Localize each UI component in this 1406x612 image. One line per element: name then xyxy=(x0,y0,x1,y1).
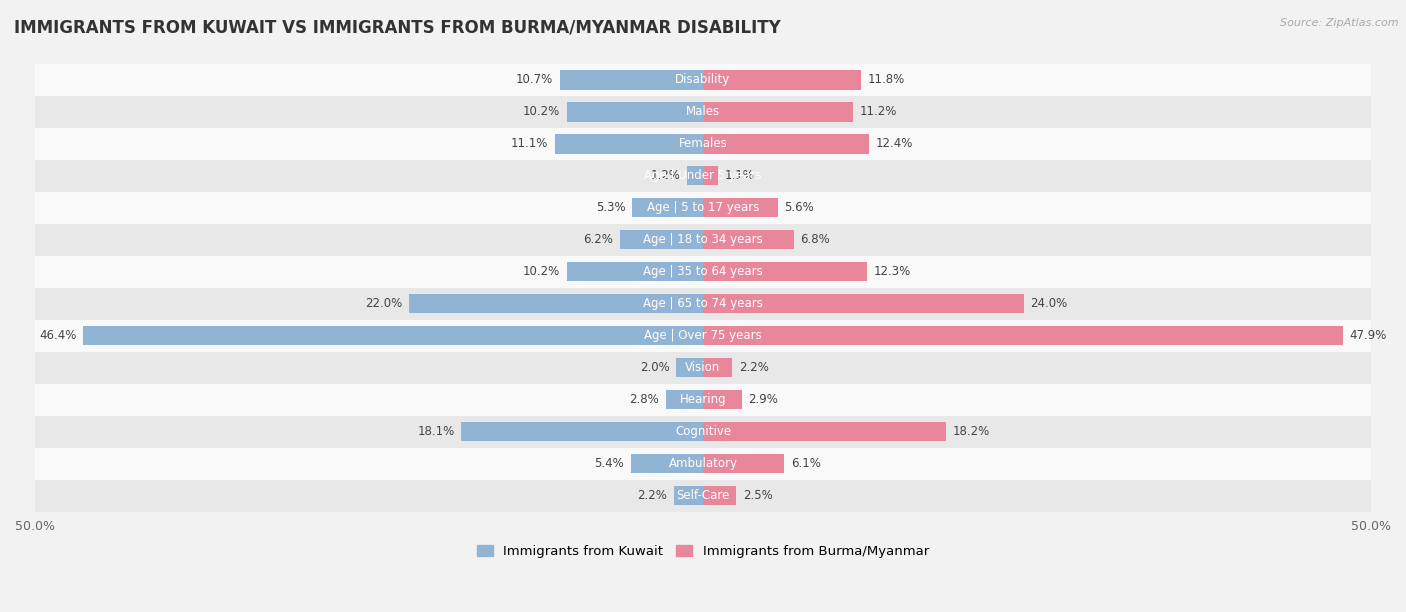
Bar xyxy=(703,70,860,89)
Bar xyxy=(703,166,717,185)
Text: Ambulatory: Ambulatory xyxy=(668,457,738,470)
Text: 5.6%: 5.6% xyxy=(785,201,814,214)
Bar xyxy=(673,486,703,506)
Text: 18.1%: 18.1% xyxy=(418,425,454,438)
Bar xyxy=(35,96,1371,128)
Legend: Immigrants from Kuwait, Immigrants from Burma/Myanmar: Immigrants from Kuwait, Immigrants from … xyxy=(471,540,935,564)
Text: 12.3%: 12.3% xyxy=(875,266,911,278)
Bar xyxy=(620,230,703,250)
Bar xyxy=(35,160,1371,192)
Text: 2.2%: 2.2% xyxy=(740,361,769,375)
Text: Source: ZipAtlas.com: Source: ZipAtlas.com xyxy=(1281,18,1399,28)
Text: Age | 5 to 17 years: Age | 5 to 17 years xyxy=(647,201,759,214)
Bar xyxy=(703,230,794,250)
Bar xyxy=(560,70,703,89)
Bar xyxy=(35,352,1371,384)
Text: 10.2%: 10.2% xyxy=(523,266,560,278)
Text: Age | 18 to 34 years: Age | 18 to 34 years xyxy=(643,233,763,247)
Text: 1.1%: 1.1% xyxy=(724,170,754,182)
Bar xyxy=(633,198,703,217)
Text: Hearing: Hearing xyxy=(679,394,727,406)
Text: 18.2%: 18.2% xyxy=(953,425,990,438)
Bar xyxy=(35,448,1371,480)
Text: Females: Females xyxy=(679,138,727,151)
Bar xyxy=(35,128,1371,160)
Bar xyxy=(703,486,737,506)
Text: 2.9%: 2.9% xyxy=(748,394,779,406)
Text: Age | Under 5 years: Age | Under 5 years xyxy=(644,170,762,182)
Bar xyxy=(35,224,1371,256)
Bar xyxy=(688,166,703,185)
Bar xyxy=(567,102,703,122)
Bar xyxy=(676,358,703,378)
Text: 2.2%: 2.2% xyxy=(637,489,666,502)
Bar xyxy=(567,263,703,282)
Bar xyxy=(35,384,1371,416)
Text: 11.8%: 11.8% xyxy=(868,73,904,86)
Text: 2.8%: 2.8% xyxy=(628,394,659,406)
Bar xyxy=(461,422,703,441)
Bar xyxy=(703,134,869,154)
Text: 6.2%: 6.2% xyxy=(583,233,613,247)
Text: 6.1%: 6.1% xyxy=(792,457,821,470)
Text: 11.1%: 11.1% xyxy=(510,138,548,151)
Bar xyxy=(703,358,733,378)
Text: Self-Care: Self-Care xyxy=(676,489,730,502)
Text: 2.5%: 2.5% xyxy=(744,489,773,502)
Bar xyxy=(555,134,703,154)
Text: 24.0%: 24.0% xyxy=(1031,297,1067,310)
Text: 5.3%: 5.3% xyxy=(596,201,626,214)
Text: 11.2%: 11.2% xyxy=(859,105,897,119)
Bar xyxy=(83,326,703,345)
Text: 6.8%: 6.8% xyxy=(800,233,831,247)
Text: 10.2%: 10.2% xyxy=(523,105,560,119)
Bar xyxy=(35,64,1371,96)
Text: Vision: Vision xyxy=(685,361,721,375)
Bar xyxy=(703,102,852,122)
Bar xyxy=(35,320,1371,352)
Bar xyxy=(409,294,703,313)
Bar xyxy=(703,454,785,473)
Text: 5.4%: 5.4% xyxy=(595,457,624,470)
Text: Age | 35 to 64 years: Age | 35 to 64 years xyxy=(643,266,763,278)
Text: 47.9%: 47.9% xyxy=(1350,329,1386,342)
Text: Disability: Disability xyxy=(675,73,731,86)
Bar xyxy=(631,454,703,473)
Text: IMMIGRANTS FROM KUWAIT VS IMMIGRANTS FROM BURMA/MYANMAR DISABILITY: IMMIGRANTS FROM KUWAIT VS IMMIGRANTS FRO… xyxy=(14,18,780,36)
Bar xyxy=(35,416,1371,448)
Bar xyxy=(665,390,703,409)
Text: 12.4%: 12.4% xyxy=(876,138,912,151)
Bar xyxy=(703,198,778,217)
Bar xyxy=(703,294,1024,313)
Bar xyxy=(703,422,946,441)
Text: Age | 65 to 74 years: Age | 65 to 74 years xyxy=(643,297,763,310)
Text: Males: Males xyxy=(686,105,720,119)
Bar xyxy=(703,263,868,282)
Text: 2.0%: 2.0% xyxy=(640,361,669,375)
Text: Age | Over 75 years: Age | Over 75 years xyxy=(644,329,762,342)
Text: 10.7%: 10.7% xyxy=(516,73,554,86)
Bar xyxy=(35,192,1371,224)
Bar xyxy=(35,256,1371,288)
Text: 1.2%: 1.2% xyxy=(651,170,681,182)
Text: 22.0%: 22.0% xyxy=(366,297,402,310)
Bar xyxy=(35,480,1371,512)
Bar xyxy=(35,288,1371,320)
Text: 46.4%: 46.4% xyxy=(39,329,76,342)
Bar xyxy=(703,390,742,409)
Text: Cognitive: Cognitive xyxy=(675,425,731,438)
Bar xyxy=(703,326,1343,345)
